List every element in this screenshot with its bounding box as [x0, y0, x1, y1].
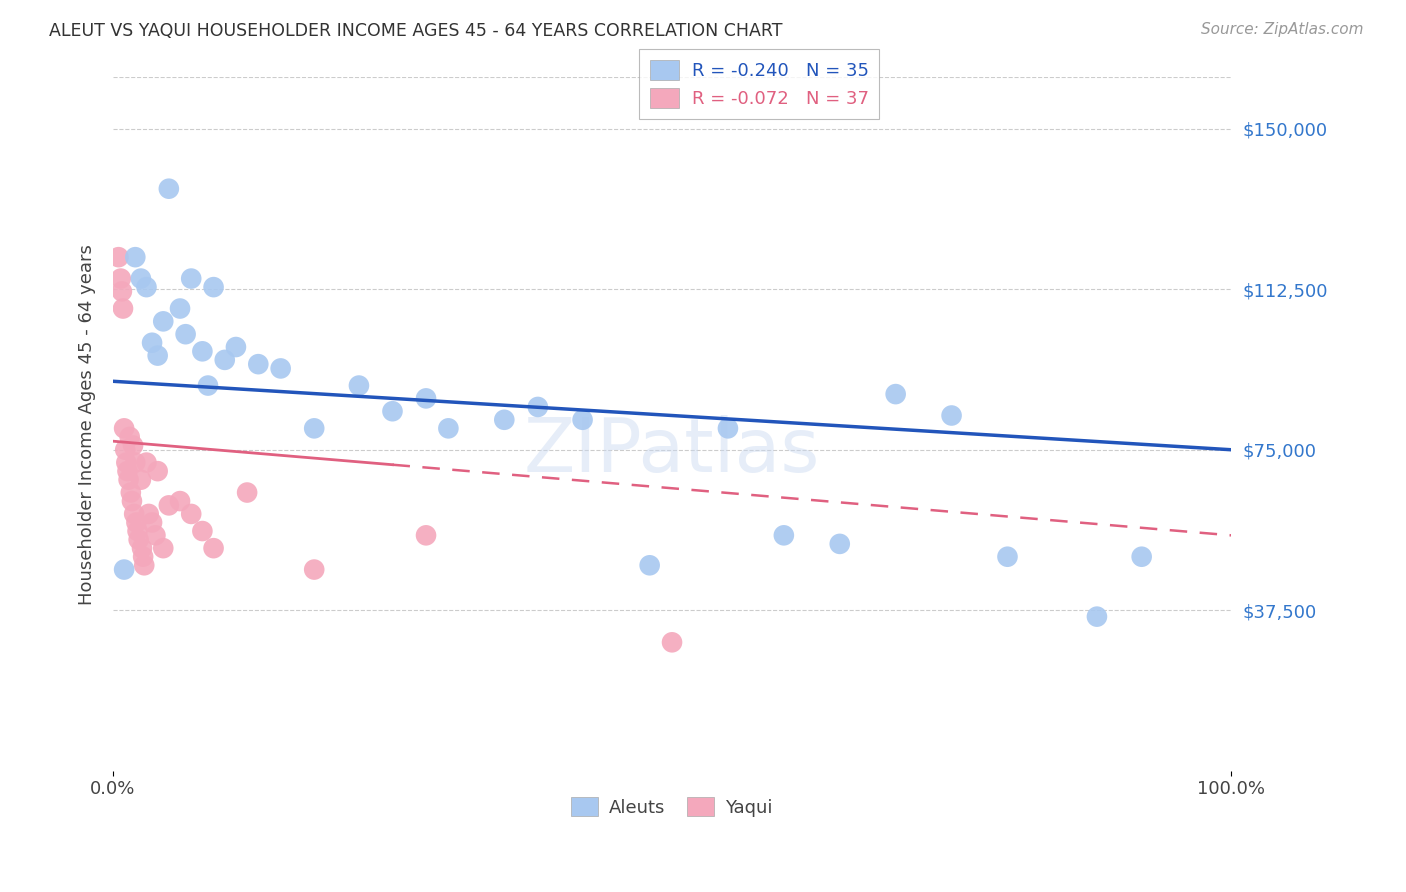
Point	[124, 456, 146, 470]
Legend: Aleuts, Yaqui: Aleuts, Yaqui	[564, 790, 780, 824]
Point	[135, 280, 157, 294]
Point	[270, 361, 292, 376]
Point	[169, 301, 191, 316]
Text: ZIPatlas: ZIPatlas	[524, 416, 820, 488]
Point	[302, 421, 325, 435]
Legend: R = -0.240   N = 35, R = -0.072   N = 37: R = -0.240 N = 35, R = -0.072 N = 37	[640, 49, 879, 119]
Point	[941, 409, 963, 423]
Point	[141, 516, 163, 530]
Point	[138, 507, 160, 521]
Point	[191, 524, 214, 538]
Point	[247, 357, 270, 371]
Point	[180, 271, 202, 285]
Point	[132, 549, 155, 564]
Point	[494, 413, 516, 427]
Point	[236, 485, 259, 500]
Point	[112, 563, 135, 577]
Point	[135, 456, 157, 470]
Point	[110, 271, 132, 285]
Point	[127, 524, 149, 538]
Point	[152, 541, 174, 556]
Point	[302, 563, 325, 577]
Point	[638, 558, 661, 573]
Point	[773, 528, 796, 542]
Point	[128, 533, 150, 547]
Point	[146, 464, 169, 478]
Point	[661, 635, 683, 649]
Point	[884, 387, 907, 401]
Point	[197, 378, 219, 392]
Point	[997, 549, 1019, 564]
Point	[141, 335, 163, 350]
Point	[129, 473, 152, 487]
Point	[117, 473, 139, 487]
Point	[111, 285, 134, 299]
Point	[437, 421, 460, 435]
Point	[828, 537, 851, 551]
Text: Source: ZipAtlas.com: Source: ZipAtlas.com	[1201, 22, 1364, 37]
Point	[571, 413, 593, 427]
Point	[114, 442, 136, 457]
Point	[120, 485, 142, 500]
Point	[129, 271, 152, 285]
Point	[527, 400, 550, 414]
Text: ALEUT VS YAQUI HOUSEHOLDER INCOME AGES 45 - 64 YEARS CORRELATION CHART: ALEUT VS YAQUI HOUSEHOLDER INCOME AGES 4…	[49, 22, 783, 40]
Point	[1085, 609, 1108, 624]
Point	[122, 438, 145, 452]
Point	[1130, 549, 1153, 564]
Point	[157, 182, 180, 196]
Point	[118, 430, 141, 444]
Point	[107, 250, 129, 264]
Point	[121, 494, 143, 508]
Point	[169, 494, 191, 508]
Point	[381, 404, 404, 418]
Point	[124, 250, 146, 264]
Point	[191, 344, 214, 359]
Point	[152, 314, 174, 328]
Point	[180, 507, 202, 521]
Y-axis label: Householder Income Ages 45 - 64 years: Householder Income Ages 45 - 64 years	[79, 244, 96, 605]
Point	[202, 541, 225, 556]
Point	[214, 352, 236, 367]
Point	[122, 507, 145, 521]
Point	[134, 558, 156, 573]
Point	[146, 349, 169, 363]
Point	[202, 280, 225, 294]
Point	[174, 327, 197, 342]
Point	[112, 421, 135, 435]
Point	[145, 528, 167, 542]
Point	[125, 516, 148, 530]
Point	[225, 340, 247, 354]
Point	[117, 464, 139, 478]
Point	[415, 392, 437, 406]
Point	[415, 528, 437, 542]
Point	[111, 301, 134, 316]
Point	[347, 378, 370, 392]
Point	[717, 421, 740, 435]
Point	[115, 456, 138, 470]
Point	[131, 541, 153, 556]
Point	[157, 499, 180, 513]
